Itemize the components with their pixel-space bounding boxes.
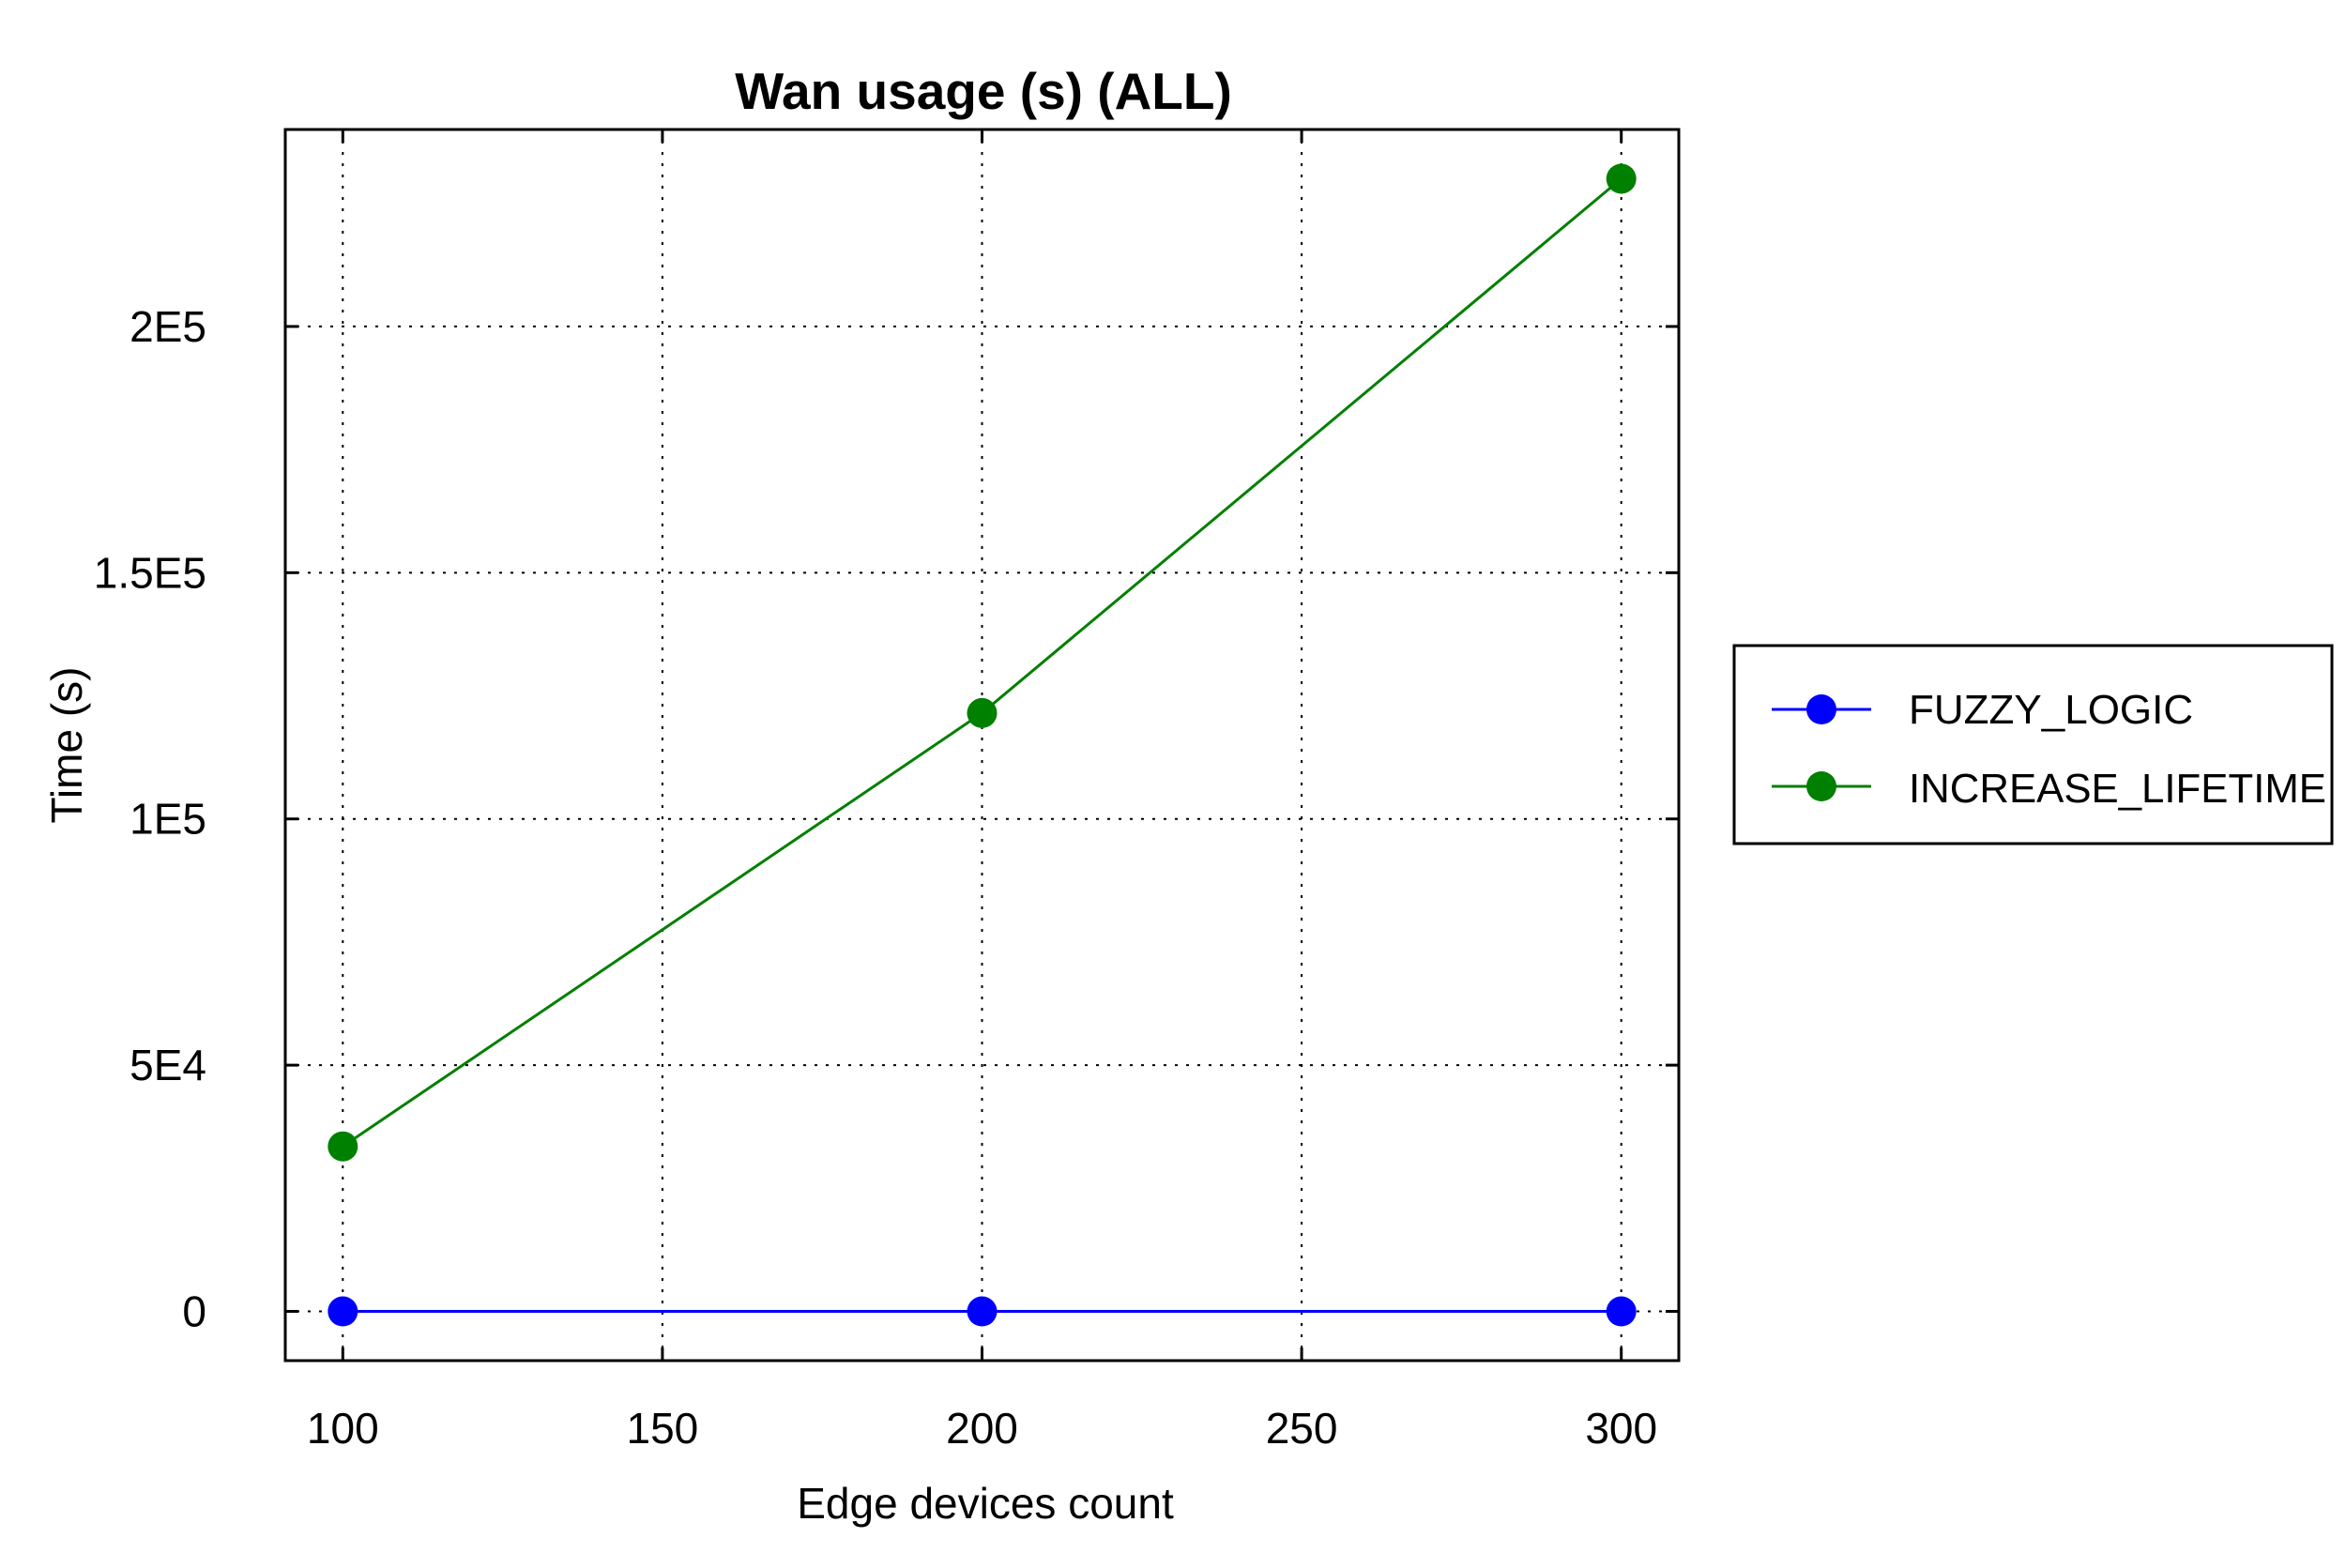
x-tick-label: 100	[307, 1404, 379, 1453]
data-point-fuzzy-logic	[1606, 1296, 1637, 1327]
legend-label-increase-lifetime: INCREASE_LIFETIME	[1909, 766, 2326, 812]
legend-label-fuzzy-logic: FUZZY_LOGIC	[1909, 687, 2193, 733]
data-point-fuzzy-logic	[328, 1296, 358, 1327]
legend-marker-increase-lifetime	[1806, 771, 1836, 801]
y-tick-label: 5E4	[129, 1041, 206, 1089]
x-tick-label: 250	[1266, 1404, 1338, 1453]
data-point-fuzzy-logic	[967, 1296, 998, 1327]
data-point-increase-lifetime	[967, 697, 998, 728]
data-point-increase-lifetime	[1606, 163, 1637, 194]
x-tick-label: 200	[946, 1404, 1018, 1453]
axis-ticks: 100 150 200 250 300 0 5E4 1E5 1.5E5 2E5	[94, 129, 1679, 1453]
y-tick-label: 1E5	[129, 795, 206, 844]
x-tick-label: 300	[1585, 1404, 1657, 1453]
legend-marker-fuzzy-logic	[1806, 694, 1836, 724]
y-tick-label: 2E5	[129, 302, 206, 351]
data-point-increase-lifetime	[328, 1131, 358, 1162]
legend-box	[1732, 644, 2334, 845]
legend: FUZZY_LOGIC INCREASE_LIFETIME	[1732, 644, 2334, 845]
y-axis-label: Time (s)	[42, 667, 91, 824]
y-tick-label: 1.5E5	[94, 548, 206, 597]
series-layer	[328, 163, 1637, 1327]
plot-area-border	[283, 128, 1681, 1362]
chart-title: Wan usage (s) (ALL)	[735, 62, 1232, 120]
x-tick-label: 150	[627, 1404, 699, 1453]
y-tick-label: 0	[182, 1287, 206, 1336]
x-axis-label: Edge devices count	[797, 1479, 1174, 1528]
